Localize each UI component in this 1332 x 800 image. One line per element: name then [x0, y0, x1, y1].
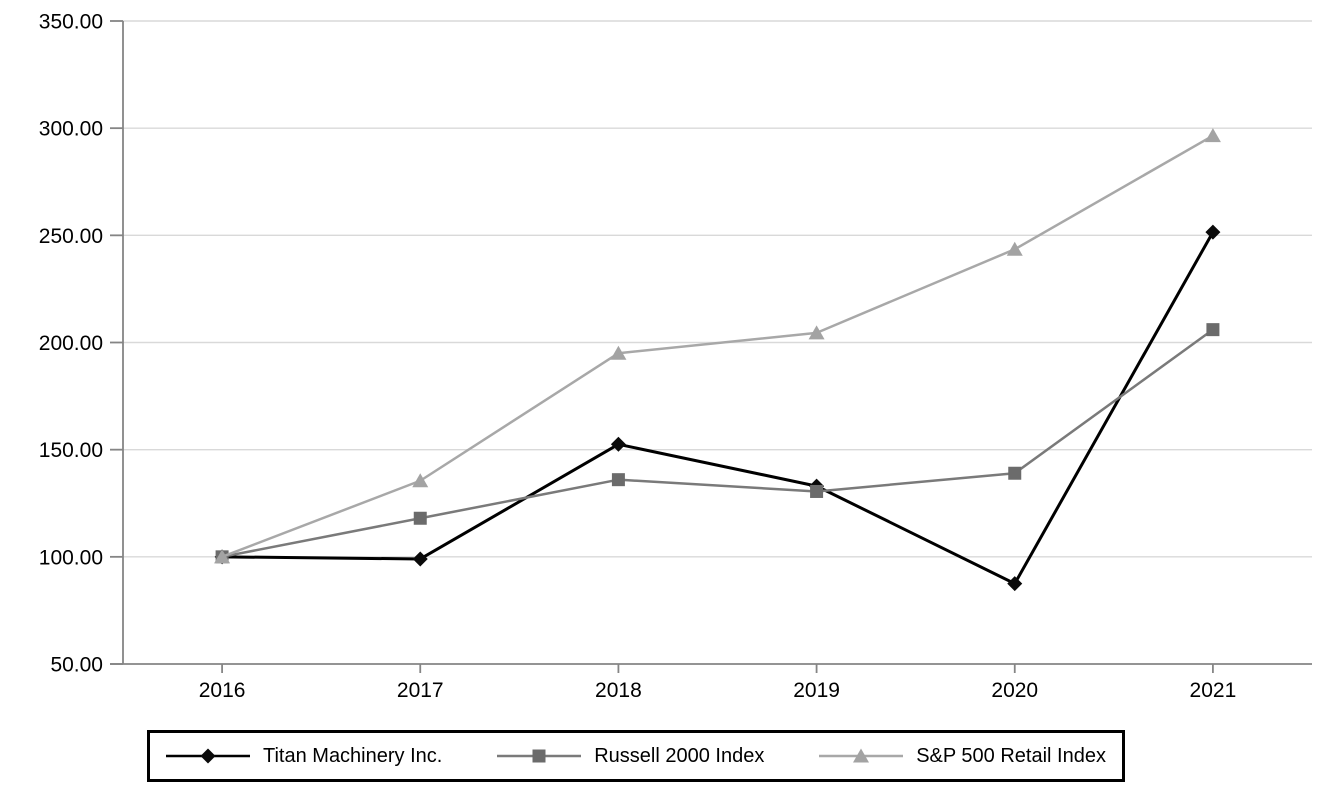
diamond-marker-icon	[166, 748, 250, 764]
x-axis-tick-label: 2017	[397, 679, 444, 702]
y-axis-tick-label: 200.00	[39, 332, 103, 355]
x-axis-tick-label: 2020	[991, 679, 1038, 702]
triangle-marker-icon	[819, 748, 904, 763]
data-point-s-p-500-retail-index-2018	[610, 345, 627, 360]
data-point-russell-2000-index-2021	[1206, 323, 1220, 337]
data-point-titan-machinery-inc-2018	[610, 436, 626, 452]
legend-item-s-p-500-retail-index: S&P 500 Retail Index	[819, 745, 1106, 768]
data-point-s-p-500-retail-index-2019	[808, 325, 825, 340]
data-point-russell-2000-index-2019	[810, 484, 824, 498]
legend-item-titan-machinery-inc: Titan Machinery Inc.	[166, 745, 442, 768]
y-axis-tick-label: 350.00	[39, 11, 103, 34]
legend: Titan Machinery Inc. Russell 2000 Index S&…	[147, 730, 1125, 782]
y-axis-tick-label: 300.00	[39, 118, 103, 141]
square-marker-icon	[497, 749, 582, 763]
y-axis-tick-label: 100.00	[39, 546, 103, 569]
x-axis-tick-label: 2018	[595, 679, 642, 702]
series-line-titan-machinery-inc	[222, 231, 1215, 586]
data-point-s-p-500-retail-index-2016	[214, 549, 231, 564]
data-point-titan-machinery-inc-2017	[412, 551, 428, 567]
series-line-russell-2000-index	[221, 328, 1214, 559]
y-axis-tick-label: 150.00	[39, 439, 103, 462]
data-point-titan-machinery-inc-2020	[1007, 576, 1023, 592]
data-point-s-p-500-retail-index-2017	[412, 473, 429, 488]
data-point-s-p-500-retail-index-2021	[1204, 128, 1221, 143]
data-point-titan-machinery-inc-2021	[1205, 224, 1221, 240]
data-point-russell-2000-index-2018	[611, 473, 625, 487]
x-axis-tick-label: 2016	[199, 679, 246, 702]
legend-item-russell-2000-index: Russell 2000 Index	[497, 745, 764, 768]
plot-area: 50.00 100.00 150.00 200.00 250.00 300.00 350.0…	[39, 11, 1312, 702]
x-axis-tick-label: 2019	[793, 679, 840, 702]
data-point-s-p-500-retail-index-2020	[1006, 241, 1023, 256]
data-point-russell-2000-index-2020	[1008, 466, 1022, 480]
legend-label: Russell 2000 Index	[594, 744, 765, 767]
series-line-s-p-500-retail-index	[221, 134, 1214, 559]
y-axis-tick-label: 250.00	[39, 225, 103, 248]
legend-label: S&P 500 Retail Index	[916, 744, 1106, 767]
x-axis-tick-label: 2021	[1190, 679, 1237, 702]
legend-label: Titan Machinery Inc.	[263, 744, 443, 767]
data-point-russell-2000-index-2017	[413, 511, 427, 525]
y-axis-tick-label: 50.00	[50, 654, 103, 677]
